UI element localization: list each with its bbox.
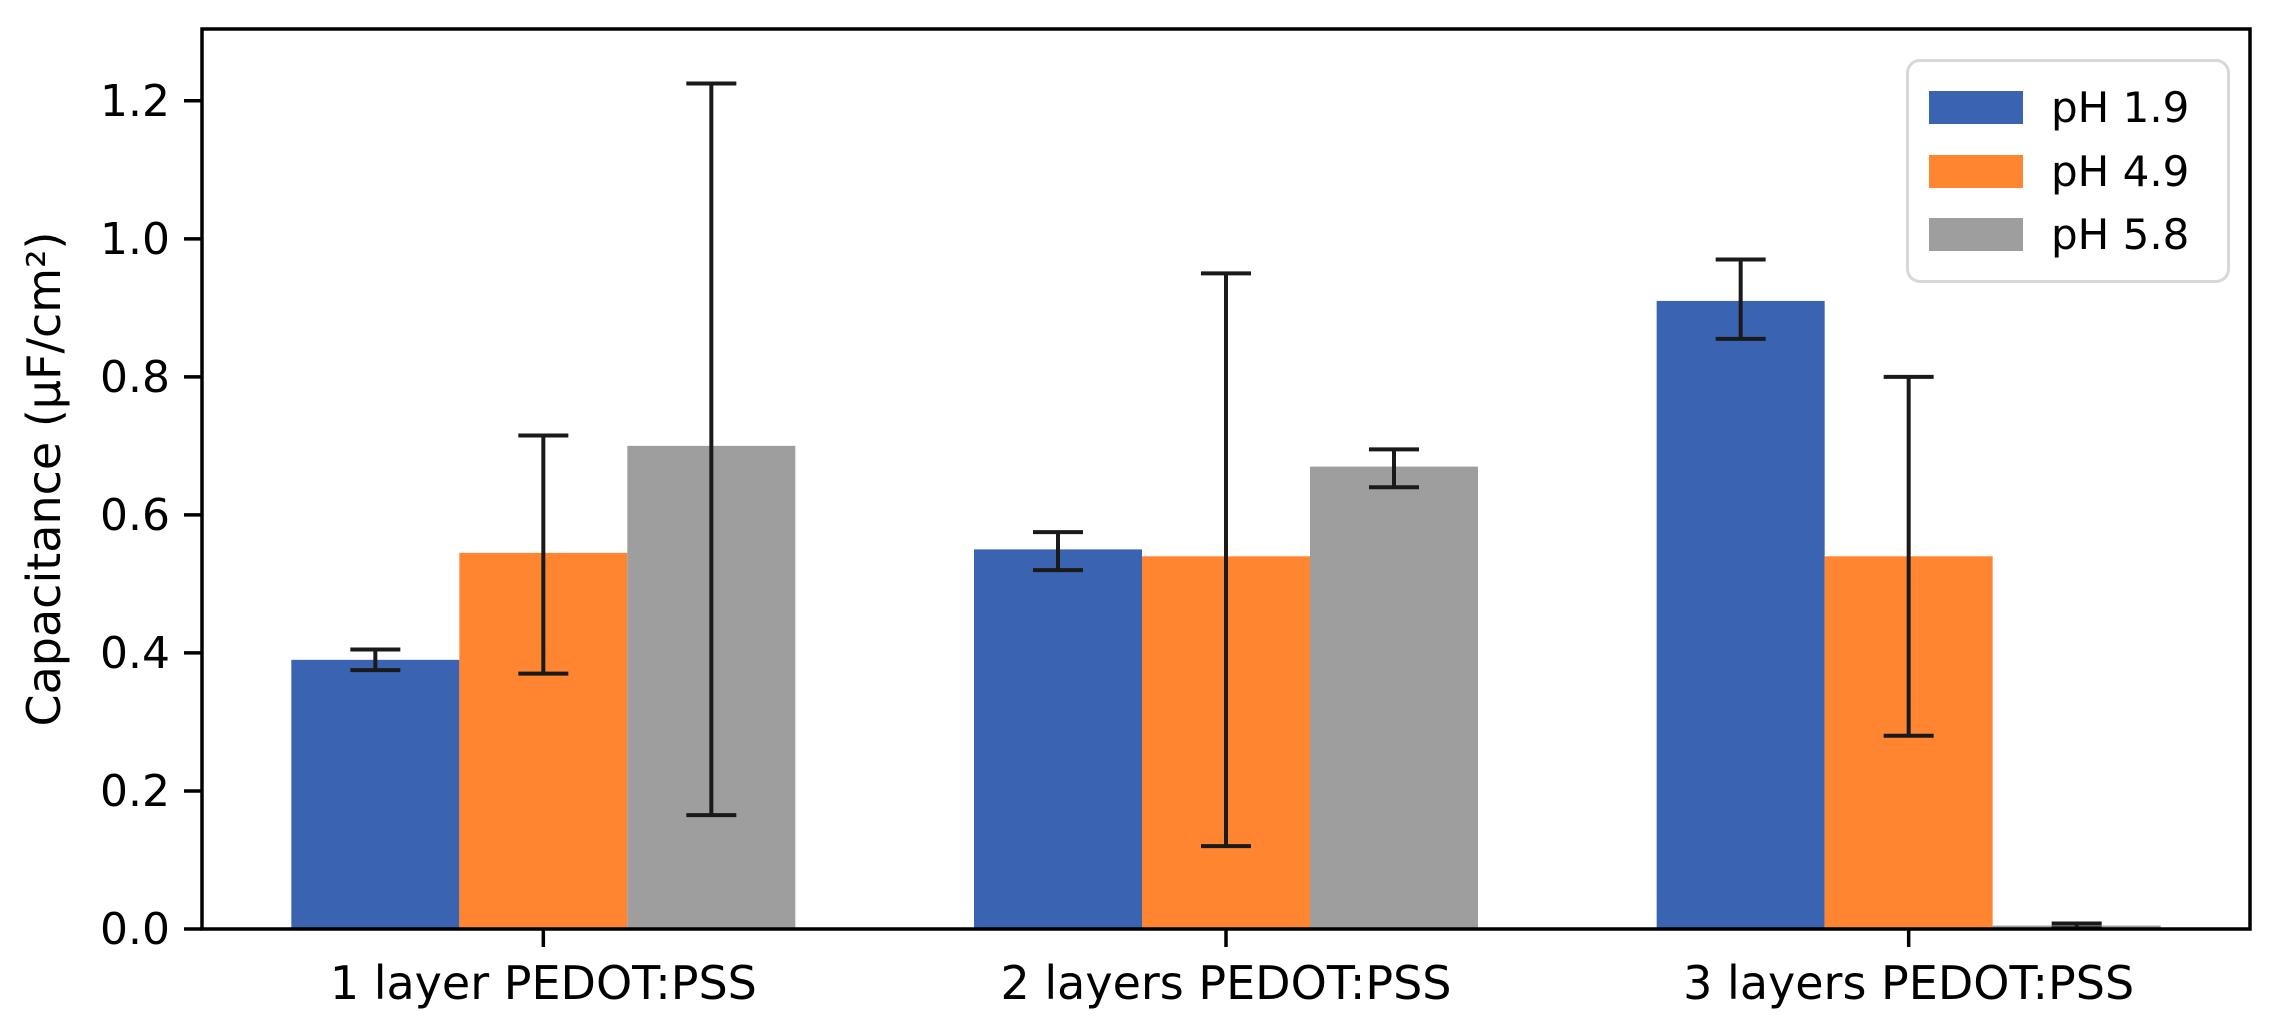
bar-ph-1.9-group-2 — [974, 549, 1142, 929]
legend-label: pH 1.9 — [2051, 82, 2190, 132]
y-tick-label: 1.0 — [100, 214, 170, 265]
y-axis-label: Capacitance (μF/cm²) — [17, 231, 71, 727]
y-tick-label: 0.0 — [100, 904, 170, 955]
y-tick-label: 0.6 — [100, 490, 170, 541]
legend-swatch-ph-4.9 — [1929, 154, 2023, 188]
y-tick-label: 0.8 — [100, 352, 170, 403]
bar-ph-1.9-group-3 — [1656, 300, 1825, 930]
legend: pH 1.9 pH 4.9 pH 5.8 — [1906, 59, 2230, 283]
legend-row-ph-4.9: pH 4.9 — [1929, 147, 2207, 196]
x-tick-label-group-3: 3 layers PEDOT:PSS — [1683, 956, 2134, 1010]
x-tick-label-group-2: 2 layers PEDOT:PSS — [1001, 956, 1452, 1010]
x-tick-label-group-1: 1 layer PEDOT:PSS — [330, 956, 757, 1010]
legend-swatch-ph-1.9 — [1929, 90, 2023, 124]
bar-ph-1.9-group-1 — [291, 659, 460, 929]
legend-label: pH 5.8 — [2051, 210, 2190, 260]
y-tick-label: 0.2 — [100, 766, 170, 817]
legend-row-ph-1.9: pH 1.9 — [1929, 83, 2207, 132]
y-tick-label: 1.2 — [100, 76, 170, 127]
legend-swatch-ph-5.8 — [1929, 218, 2023, 252]
legend-row-ph-5.8: pH 5.8 — [1929, 210, 2207, 259]
legend-label: pH 4.9 — [2051, 146, 2190, 196]
y-tick-label: 0.4 — [100, 628, 170, 679]
bar-ph-5.8-group-2 — [1310, 466, 1478, 929]
